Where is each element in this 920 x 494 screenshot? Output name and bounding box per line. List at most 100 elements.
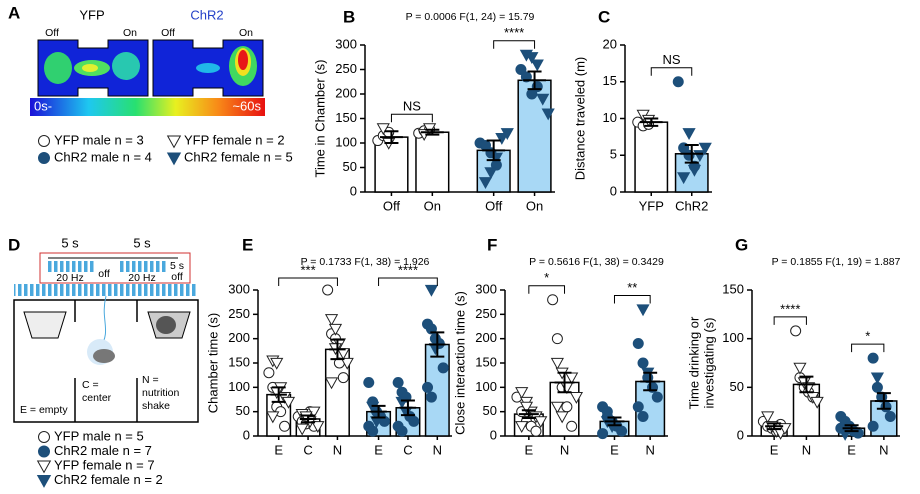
data-point [408,415,420,427]
data-point [547,294,559,306]
x-tick-label: N [433,442,442,457]
error-bar [329,338,346,361]
error-bar [842,424,861,433]
error-bar [429,331,446,358]
significance: NS [662,52,680,67]
error-bar [420,128,444,136]
data-point [569,391,584,404]
scale-min: 0s- [34,98,52,113]
off-label: off [98,268,110,280]
data-point [536,93,550,106]
x-tick-label: E [374,442,383,457]
x-tick-label: E [770,442,779,457]
scale-max: ~60s [232,98,261,113]
data-point [266,411,280,424]
significance: ** [627,280,637,295]
data-point [515,64,527,75]
legend-label: ChR2 male n = 4 [54,149,152,164]
y-tick-label: 150 [228,354,250,369]
legend-marker [38,445,50,458]
data-point [651,391,663,403]
data-point [270,357,284,370]
significance: * [865,329,870,344]
data-point [597,428,609,440]
pulse-train [120,261,166,272]
data-point [515,421,529,434]
divider [74,300,138,422]
data-point [672,76,684,88]
data-point [525,52,539,65]
frequency: 20 Hz [56,272,83,284]
y-tick-label: 20 [603,36,617,51]
significance: * [544,270,549,285]
data-point [867,352,879,364]
error-bar [639,117,663,127]
legend-label: ChR2 female n = 5 [184,149,293,164]
data-point [637,411,649,423]
timing-box [39,252,191,284]
y-tick-label: 15 [603,73,617,88]
bracket [613,294,651,304]
y-tick-label: 200 [335,85,357,100]
legend-marker [38,135,50,147]
y-tick-label: 300 [228,281,250,296]
x-tick-label: N [802,442,811,457]
x-tick-label: ChR2 [675,198,708,213]
legend-label: YFP male n = 3 [54,132,144,147]
x-tick-label: Off [383,198,400,213]
data-point [263,367,275,379]
error-bar [604,416,625,427]
heat-blob [238,50,248,70]
y-tick-label: 10 [603,110,617,125]
x-tick-label: E [274,442,283,457]
mouse [93,349,115,363]
data-point [870,372,885,385]
stats: P = 0.5616 F(1, 38) = 0.3429 [529,256,664,268]
x-tick-label: On [424,198,441,213]
panel-d: D 5 s 5 s 20 Hz off 20 Hz 5 s off [8,235,199,423]
data-point [484,167,498,180]
zone-label: nutrition [142,387,180,399]
data-point [551,333,563,345]
data-point [761,411,775,424]
data-point [566,420,578,432]
error-bar [518,409,539,419]
off-label: Off [45,27,59,39]
bracket [390,113,433,123]
zone-label: N = [142,374,159,386]
data-point [555,411,569,424]
data-point [422,381,434,393]
data-point [366,401,380,414]
y-tick-label: 100 [722,330,744,345]
y-tick-label: 0 [490,427,497,442]
legend-label: ChR2 male n = 7 [54,443,152,458]
data-point [311,421,325,434]
panel-letter: G [735,235,748,254]
y-tick-label: 100 [228,379,250,394]
y-tick-label: 50 [483,403,497,418]
panel-letter: C [598,7,610,26]
legend-marker [38,431,50,443]
y-tick-label: 200 [475,330,497,345]
y-tick-label: 300 [475,281,497,296]
bracket [650,67,693,76]
data-point [880,401,892,413]
data-point [534,416,548,429]
data-point [478,177,493,189]
significance: **** [398,262,418,277]
data-point [565,372,579,385]
data-point [295,423,309,436]
stimulus-bar [14,284,198,296]
y-axis-label: Chamber time (s) [205,313,220,413]
error-bar [874,392,893,410]
data-point [495,133,509,145]
data-point [677,172,691,185]
error-bar [765,422,784,431]
y-tick-label: 0 [610,183,617,198]
y-axis-label: Time drinking or [686,316,701,409]
zone-label: shake [142,400,170,412]
data-point [687,164,702,177]
data-point [340,357,354,370]
on-label: On [239,27,253,39]
data-point [424,284,439,297]
